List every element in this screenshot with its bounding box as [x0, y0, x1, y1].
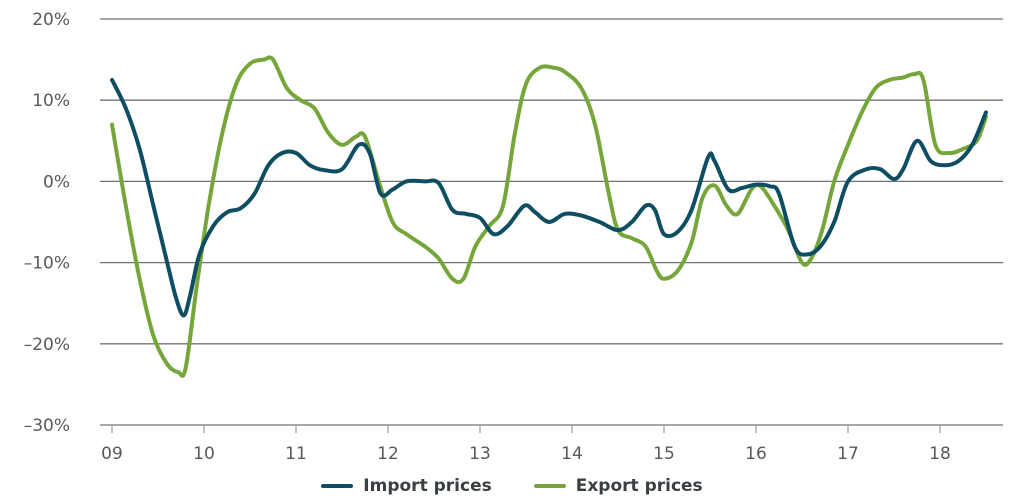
x-tick-label: 09	[101, 444, 123, 464]
y-tick-label: 20%	[32, 10, 70, 30]
x-tick-label: 17	[837, 444, 859, 464]
x-axis	[111, 425, 941, 433]
x-tick-label: 14	[561, 444, 583, 464]
x-tick-label: 16	[745, 444, 767, 464]
x-tick-label: 15	[653, 444, 675, 464]
legend-swatch-import-prices	[321, 484, 354, 488]
y-tick-label: –20%	[24, 335, 70, 355]
legend-label-import-prices: Import prices	[363, 476, 492, 496]
legend: Import prices Export prices	[0, 476, 1024, 496]
legend-swatch-export-prices	[533, 484, 566, 488]
series-line-import-prices	[110, 77, 988, 318]
x-tick-label: 12	[377, 444, 399, 464]
x-tick-label: 13	[469, 444, 491, 464]
legend-item-import-prices: Import prices	[321, 476, 492, 496]
y-tick-label: –10%	[24, 254, 70, 274]
legend-label-export-prices: Export prices	[575, 476, 703, 496]
y-tick-label: 0%	[43, 172, 70, 192]
x-tick-label: 10	[193, 444, 215, 464]
y-axis-tick-labels: 20% 10% 0% –10% –20% –30%	[24, 10, 70, 436]
x-tick-label: 11	[285, 444, 307, 464]
line-chart: 20% 10% 0% –10% –20% –30% 09 10 11 12 13 14 15 16 17 1…	[24, 10, 1003, 464]
y-tick-label: –30%	[24, 416, 70, 436]
series-lines	[110, 55, 988, 378]
gridlines	[100, 18, 1003, 426]
series-line-export-prices	[110, 55, 988, 378]
y-tick-label: 10%	[32, 91, 70, 111]
legend-item-export-prices: Export prices	[533, 476, 703, 496]
x-axis-tick-labels: 09 10 11 12 13 14 15 16 17 18	[101, 444, 951, 464]
x-tick-label: 18	[929, 444, 951, 464]
